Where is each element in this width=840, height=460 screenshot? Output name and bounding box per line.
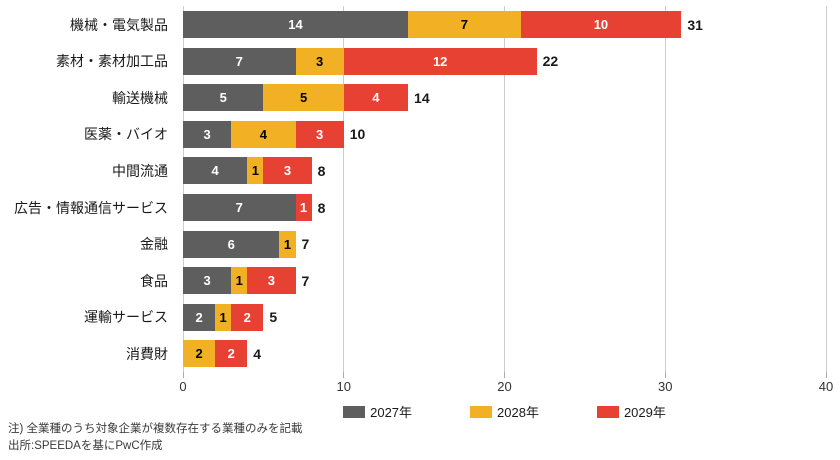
category-label: 中間流通 [112,162,168,179]
category-label: 食品 [140,272,168,289]
gridline-x-0 [182,6,184,372]
total-label: 8 [317,199,326,216]
bar-row: 3 4 3 10 [183,116,826,153]
category-label: 消費財 [126,345,168,362]
legend-item: 2027年 [343,402,412,421]
bar-segment: 4 [343,84,409,112]
category-label: 輸送機械 [112,89,168,106]
total-label: 10 [349,126,366,143]
total-label: 8 [317,162,326,179]
plot-area: 14 7 10 31 7 3 12 22 5 5 4 14 3 4 3 10 4 1 3 8 7 1 8 6 1 7 3 1 3 7 2 1 2… [182,6,827,372]
bar-segment: 3 [183,267,232,295]
legend-swatch [343,405,366,418]
tick-mark-0 [182,372,184,378]
footnote-line-1: 注) 全業種のうち対象企業が複数存在する業種のみを記載 [8,423,303,435]
bar-segment: 1 [247,157,264,185]
footnote-line-2: 出所:SPEEDAを基にPwC作成 [8,439,163,452]
tick-label-30: 30 [658,379,673,394]
category-label: 医薬・バイオ [84,126,168,143]
stacked-bar: 7 3 12 [183,47,537,75]
bar-segment: 12 [343,47,537,75]
bar-segment: 1 [295,194,312,221]
gridline-x-10 [343,6,345,372]
category-label: 運輸サービス [84,309,168,326]
total-label: 7 [301,272,310,289]
gridline-x-40 [825,6,827,372]
tick-label-40: 40 [818,379,834,394]
bar-segment: 2 [231,303,264,331]
total-label: 22 [542,53,559,70]
legend-item: 2028年 [470,402,539,421]
bar-segment: 5 [183,84,264,112]
tick-mark-10 [343,372,345,378]
bar-segment: 2 [183,340,216,368]
bar-segment: 4 [183,157,248,185]
bar-row: 5 5 4 14 [183,79,826,116]
bar-segment: 2 [183,303,216,331]
footnotes: 注) 全業種のうち対象企業が複数存在する業種のみを記載 出所:SPEEDAを基に… [8,421,303,454]
bar-segment: 14 [183,11,409,38]
bar-segment: 3 [247,267,296,295]
category-label: 機械・電気製品 [70,16,168,33]
legend-swatch [470,405,493,418]
category-label: 素材・素材加工品 [56,53,168,70]
bar-segment: 2 [215,340,248,368]
bar-segment: 1 [279,230,296,258]
legend-label: 2027年 [370,405,413,420]
total-label: 4 [253,345,262,362]
bar-segment: 3 [183,120,232,148]
gridline-x-20 [504,6,505,372]
bar-segment: 4 [231,120,296,148]
total-label: 7 [301,236,310,253]
x-axis: 0 10 20 30 40 [179,372,833,396]
tick-mark-40 [825,372,827,378]
tick-label-20: 20 [497,379,512,394]
bar-segment: 10 [520,11,682,38]
bar-row: 14 7 10 31 [183,6,826,43]
stacked-bar: 14 7 10 [183,11,682,38]
bar-segment: 1 [215,303,232,331]
legend: 2027年 2028年 2029年 [183,402,826,421]
legend-label: 2028年 [497,405,539,420]
bar-segment: 1 [231,267,248,295]
tick-label-0: 0 [179,379,187,394]
legend-item: 2029年 [596,402,666,421]
bar-segment: 3 [263,157,312,185]
category-label: 広告・情報通信サービス [14,199,168,216]
total-label: 31 [687,16,703,33]
tick-mark-20 [504,372,505,378]
gridline-x-30 [664,6,666,372]
category-label: 金融 [140,236,168,253]
bar-row: 7 3 12 22 [183,43,826,80]
legend-label: 2029年 [623,405,666,420]
bar-segment: 6 [183,230,280,258]
legend-swatch [596,405,619,418]
total-label: 5 [269,309,278,326]
bar-segment: 5 [263,84,344,112]
bar-segment: 7 [183,47,296,75]
bar-segment: 7 [408,11,521,38]
total-label: 14 [414,89,430,106]
tick-mark-30 [664,372,666,378]
bar-segment: 7 [183,194,296,221]
bar-segment: 3 [295,47,344,75]
bar-segment: 3 [295,120,344,148]
tick-label-10: 10 [336,379,351,394]
